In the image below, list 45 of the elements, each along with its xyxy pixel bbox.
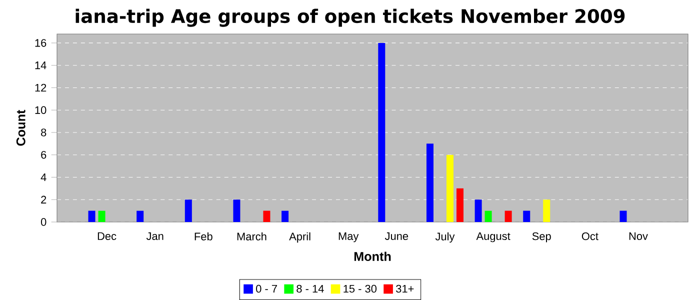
y-tick-label: 2 — [41, 196, 46, 204]
y-tick-label: 8 — [41, 128, 46, 136]
bar — [474, 200, 482, 222]
x-tick-label: Oct — [582, 232, 598, 240]
y-axis-title: Count — [16, 110, 26, 146]
x-tick-label: Jan — [146, 232, 164, 240]
legend-label: 0 - 7 — [256, 284, 277, 293]
y-tick-label: 6 — [41, 150, 46, 159]
bar — [282, 210, 289, 222]
legend-label: 31+ — [396, 284, 414, 293]
legend-label: 15 - 30 — [344, 284, 377, 293]
y-tick-label: 12 — [35, 84, 46, 92]
bar — [446, 154, 454, 222]
y-tick-label: 16 — [35, 39, 46, 47]
x-tick-label: Sep — [532, 232, 551, 242]
bar — [620, 210, 627, 222]
bar — [263, 210, 270, 222]
bar — [233, 200, 240, 222]
bar — [98, 210, 106, 222]
x-tick-label: April — [289, 232, 310, 243]
x-tick-label: July — [435, 232, 455, 243]
y-tick-label: 4 — [40, 173, 46, 181]
bar — [378, 42, 386, 222]
x-tick-label: August — [476, 232, 510, 242]
bar — [484, 210, 492, 222]
x-tick-label: June — [384, 232, 408, 240]
bar — [523, 210, 530, 222]
x-tick-label: Nov — [629, 232, 648, 240]
bar — [88, 210, 96, 222]
bar — [456, 188, 464, 222]
x-axis-title: Month — [354, 252, 391, 261]
bar — [184, 200, 192, 222]
x-tick-label: May — [338, 232, 359, 242]
bar — [504, 210, 512, 222]
y-tick-label: 14 — [35, 62, 46, 70]
legend-label: 8 - 14 — [296, 284, 324, 293]
y-tick-label: 0 — [40, 218, 46, 226]
x-tick-label: March — [237, 232, 266, 240]
chart-title: iana-trip Age groups of open tickets November 2009 — [76, 8, 625, 27]
x-tick-label: Feb — [194, 232, 212, 240]
x-tick-label: Dec — [98, 232, 116, 240]
bar — [426, 144, 434, 222]
y-tick-label: 10 — [35, 106, 46, 114]
bar — [543, 200, 550, 222]
bar — [136, 210, 144, 222]
